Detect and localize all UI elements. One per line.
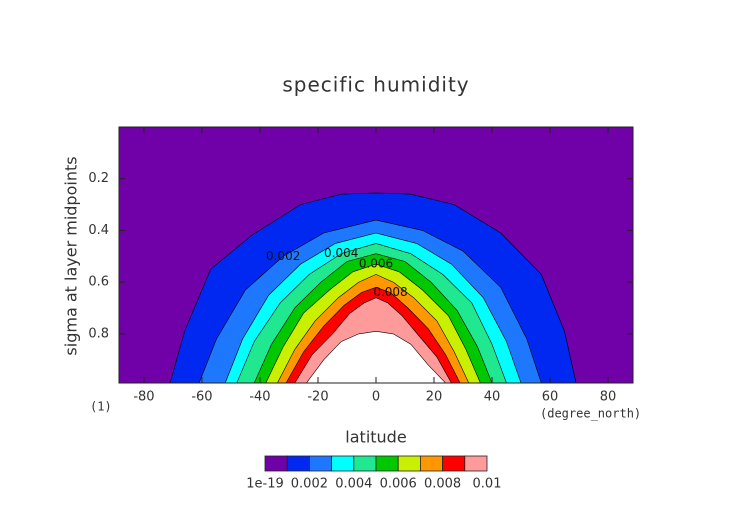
colorbar-label: 0.008 [424,477,461,492]
contour-label: 0.006 [359,257,393,271]
contour-label: 0.008 [373,285,407,299]
x-tick-label: -20 [307,390,328,405]
y-axis-label: sigma at layer midpoints [62,156,81,355]
y-tick-label: 0.6 [88,275,109,290]
colorbar-label: 0.01 [473,477,502,492]
plot-area [119,127,633,383]
colorbar-label: 0.004 [335,477,372,492]
colorbar-box [464,455,488,472]
x-tick-label: 40 [484,390,501,405]
colorbar-box [308,455,332,472]
colorbar-label: 0.002 [291,477,328,492]
x-tick-label: 60 [542,390,559,405]
colorbar-box [442,455,466,472]
contour-fill [306,330,446,383]
chart-title: specific humidity [282,73,469,97]
colorbar-box [397,455,421,472]
contour-label: 0.002 [266,249,300,263]
y-tick-label: 0.4 [88,223,109,238]
x-tick-label: 20 [426,390,443,405]
colorbar-box [264,455,288,472]
contour-label: 0.004 [324,246,358,260]
colorbar-box [353,455,377,472]
y-tick-label: 0.8 [88,326,109,341]
y-unit: (1) [90,400,112,414]
colorbar-box [419,455,443,472]
y-tick-label: 0.2 [88,171,109,186]
x-tick-label: -80 [133,390,154,405]
colorbar-label: 1e-19 [246,477,284,492]
x-unit: (degree_north) [540,407,641,421]
x-axis-label: latitude [345,428,406,447]
colorbar-label: 0.006 [380,477,417,492]
x-tick-label: -40 [249,390,270,405]
x-tick-label: 0 [372,390,380,405]
colorbar-box [331,455,355,472]
x-tick-label: 80 [600,390,617,405]
colorbar-box [375,455,399,472]
x-tick-label: -60 [191,390,212,405]
colorbar-box [286,455,310,472]
